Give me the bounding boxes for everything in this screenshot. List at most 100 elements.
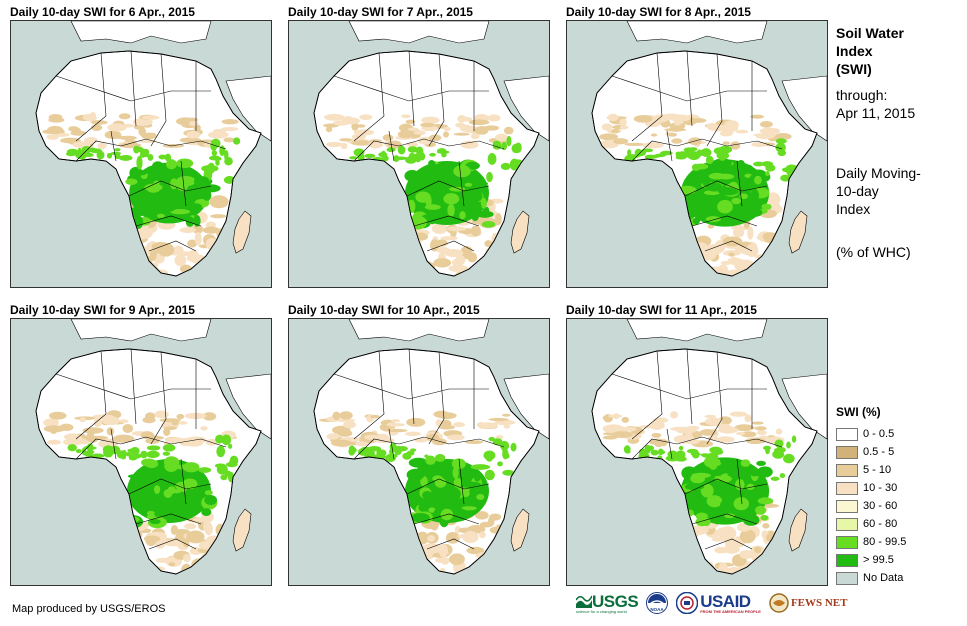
- africa-swi-map[interactable]: [10, 318, 272, 586]
- wet-patch: [468, 488, 476, 499]
- europe-landmass: [70, 21, 212, 44]
- sahel-patch: [670, 411, 678, 419]
- sahel-patch: [734, 424, 755, 432]
- sahel-patch: [607, 113, 619, 122]
- sahel-patch: [447, 434, 465, 441]
- wet-patch: [131, 499, 144, 508]
- sahel-patch: [223, 137, 236, 143]
- sahel-patch: [660, 439, 668, 447]
- country-border: [128, 478, 212, 495]
- wet-patch: [428, 160, 436, 168]
- country-border: [684, 180, 768, 197]
- country-border: [353, 138, 505, 162]
- country-border: [130, 349, 137, 425]
- sahel-patch: [221, 119, 239, 125]
- africa-swi-map[interactable]: [288, 318, 550, 586]
- wet-patch: [749, 208, 763, 217]
- wet-patch: [740, 459, 751, 467]
- wet-patch: [692, 217, 701, 225]
- legend-label: 30 - 60: [863, 500, 898, 512]
- south-patch: [462, 530, 479, 544]
- wet-patch: [152, 161, 164, 171]
- country-border: [706, 351, 723, 445]
- wet-patch: [733, 497, 750, 511]
- country-border: [704, 240, 753, 252]
- wet-patch: [464, 182, 473, 187]
- sahel-patch: [97, 142, 107, 150]
- usgs-logo: USGS science for a changing world: [576, 593, 639, 614]
- coast-wet-patch: [91, 453, 105, 459]
- wet-patch: [176, 177, 189, 191]
- south-patch: [451, 258, 464, 267]
- coast-wet-patch: [364, 153, 376, 159]
- east-wet-patch: [492, 438, 503, 446]
- sahel-patch: [186, 117, 199, 122]
- sahel-patch: [601, 123, 613, 131]
- wet-patch: [146, 510, 155, 516]
- coast-wet-patch: [133, 145, 140, 154]
- country-border: [353, 436, 505, 460]
- south-patch: [173, 528, 190, 534]
- sahel-patch: [633, 114, 653, 123]
- legend-swatch: [836, 535, 858, 549]
- south-patch: [754, 546, 762, 554]
- south-patch: [448, 264, 469, 273]
- wet-patch: [694, 163, 709, 170]
- sahel-patch: [621, 416, 630, 423]
- sahel-patch: [503, 126, 514, 135]
- wet-patch: [175, 505, 194, 513]
- africa-coastline: [313, 348, 540, 575]
- east-wet-patch: [770, 476, 780, 481]
- wet-patch: [416, 206, 428, 211]
- sahel-patch: [406, 417, 426, 427]
- africa-swi-map[interactable]: [10, 20, 272, 288]
- africa-swi-map[interactable]: [566, 20, 828, 288]
- country-border: [180, 160, 187, 207]
- africa-swi-map[interactable]: [566, 318, 828, 586]
- south-patch: [187, 239, 198, 248]
- sahel-patch: [670, 426, 691, 431]
- east-wet-patch: [227, 443, 233, 449]
- coast-wet-patch: [644, 444, 651, 454]
- wet-patch: [125, 178, 138, 185]
- index-title: Soil Water Index (SWI): [836, 24, 904, 78]
- wet-patch: [465, 481, 482, 491]
- sahel-patch: [386, 423, 406, 427]
- east-wet-patch: [775, 142, 786, 153]
- sahel-patch: [756, 430, 767, 436]
- index-title-line: Soil Water: [836, 25, 904, 41]
- legend-item: > 99.5: [836, 551, 906, 569]
- country-border: [135, 513, 202, 525]
- coast-wet-patch: [369, 450, 375, 457]
- east-wet-patch: [775, 138, 787, 144]
- wet-patch: [717, 199, 733, 214]
- africa-swi-map[interactable]: [288, 20, 550, 288]
- country-border: [75, 350, 107, 440]
- legend-swatch: [836, 517, 858, 531]
- east-wet-patch: [500, 162, 511, 170]
- south-patch: [475, 511, 489, 520]
- sahel-patch: [165, 437, 185, 444]
- country-border: [150, 351, 167, 445]
- sahel-patch: [382, 134, 394, 142]
- coast-wet-patch: [96, 150, 105, 160]
- africa-coastline: [591, 348, 818, 575]
- sahel-patch: [48, 113, 63, 121]
- fews-globe-icon: [769, 593, 789, 613]
- country-border: [426, 538, 475, 550]
- europe-landmass: [626, 21, 768, 44]
- sahel-patch: [775, 428, 783, 435]
- wet-patch: [153, 485, 161, 494]
- east-wet-patch: [502, 469, 515, 476]
- wet-patch: [451, 458, 466, 470]
- country-border: [55, 373, 211, 400]
- sahel-patch: [356, 124, 366, 128]
- coast-wet-patch: [125, 451, 132, 457]
- country-border: [428, 351, 445, 445]
- wet-patch: [156, 207, 175, 213]
- east-wet-patch: [763, 445, 771, 451]
- coast-wet-patch: [408, 152, 416, 162]
- sahel-patch: [735, 129, 749, 134]
- country-border: [353, 350, 385, 440]
- country-border: [408, 349, 415, 425]
